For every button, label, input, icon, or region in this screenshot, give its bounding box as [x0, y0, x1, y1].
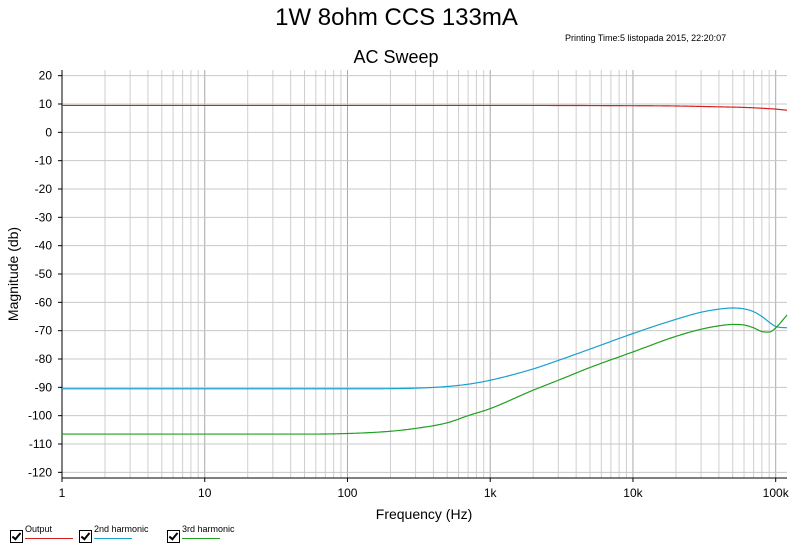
y-tick-label: -80 [35, 352, 53, 366]
x-tick-label: 1 [59, 486, 66, 500]
y-tick-label: -20 [35, 182, 53, 196]
y-tick-label: -50 [35, 267, 53, 281]
legend-item-output[interactable]: Output [10, 524, 73, 544]
output-checkbox[interactable] [10, 530, 23, 543]
legend-label-2nd-harmonic: 2nd harmonic [94, 524, 149, 534]
legend-label-3rd-harmonic: 3rd harmonic [182, 524, 235, 534]
legend-swatch-output [25, 538, 73, 539]
x-tick-label: 1k [484, 486, 498, 500]
printing-time: Printing Time:5 listopada 2015, 22:20:07 [565, 33, 727, 43]
legend-item-2nd-harmonic[interactable]: 2nd harmonic [79, 524, 149, 544]
legend-label-output: Output [25, 524, 53, 534]
x-tick-label: 100 [337, 486, 357, 500]
y-axis-label: Magnitude (db) [5, 227, 21, 321]
series-line-0 [62, 104, 788, 111]
x-tick-label: 100k [763, 486, 790, 500]
y-tick-label: -40 [35, 239, 53, 253]
3rd-harmonic-checkbox[interactable] [167, 530, 180, 543]
y-tick-label: -60 [35, 295, 53, 309]
x-tick-label: 10 [198, 486, 212, 500]
y-tick-label: -110 [29, 437, 52, 451]
y-tick-label: 0 [45, 125, 52, 139]
y-tick-label: -120 [28, 465, 52, 479]
y-tick-label: 10 [39, 97, 53, 111]
legend-item-3rd-harmonic[interactable]: 3rd harmonic [167, 524, 235, 544]
x-axis-label: Frequency (Hz) [376, 506, 472, 522]
legend-swatch-2nd-harmonic [94, 538, 132, 539]
series-line-1 [62, 307, 788, 390]
legend-swatch-3rd-harmonic [182, 538, 220, 539]
series-line-2 [62, 314, 788, 435]
2nd-harmonic-checkbox[interactable] [79, 530, 92, 543]
y-tick-label: -90 [35, 380, 53, 394]
chart-title: AC Sweep [353, 47, 438, 67]
x-tick-label: 10k [623, 486, 643, 500]
y-tick-label: 20 [39, 69, 53, 83]
y-tick-label: -100 [28, 409, 52, 423]
chart-window-title: 1W 8ohm CCS 133mA [275, 4, 518, 31]
y-tick-label: -10 [35, 154, 53, 168]
y-tick-label: -30 [35, 210, 53, 224]
y-tick-label: -70 [35, 324, 53, 338]
